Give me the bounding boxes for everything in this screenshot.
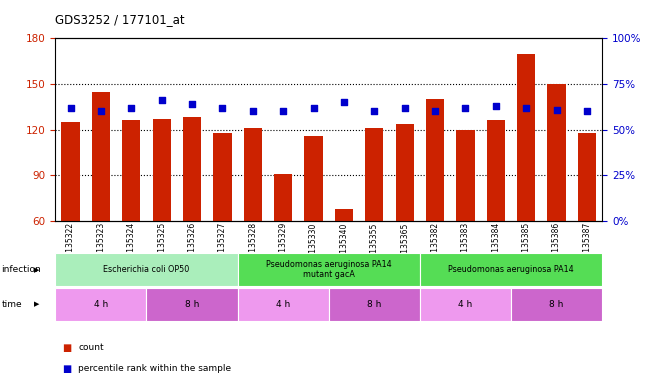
Point bbox=[309, 104, 319, 111]
Text: 8 h: 8 h bbox=[185, 300, 199, 309]
Text: 8 h: 8 h bbox=[549, 300, 564, 309]
Text: ■: ■ bbox=[62, 343, 71, 353]
Point bbox=[96, 108, 106, 114]
Text: infection: infection bbox=[1, 265, 41, 274]
Text: GDS3252 / 177101_at: GDS3252 / 177101_at bbox=[55, 13, 185, 26]
Bar bbox=[238, 288, 329, 321]
Bar bbox=[420, 288, 511, 321]
Bar bbox=[92, 92, 110, 221]
Point bbox=[400, 104, 410, 111]
Text: ■: ■ bbox=[62, 364, 71, 374]
Bar bbox=[487, 121, 505, 221]
Point bbox=[339, 99, 349, 105]
Bar bbox=[456, 130, 475, 221]
Bar bbox=[335, 209, 353, 221]
Text: percentile rank within the sample: percentile rank within the sample bbox=[78, 364, 231, 373]
Bar bbox=[274, 174, 292, 221]
Bar bbox=[146, 288, 238, 321]
Text: 4 h: 4 h bbox=[276, 300, 290, 309]
Bar bbox=[238, 253, 420, 286]
Bar bbox=[365, 128, 383, 221]
Point bbox=[65, 104, 76, 111]
Text: ▶: ▶ bbox=[34, 301, 39, 307]
Point bbox=[247, 108, 258, 114]
Point bbox=[521, 104, 531, 111]
Text: Pseudomonas aeruginosa PA14
mutant gacA: Pseudomonas aeruginosa PA14 mutant gacA bbox=[266, 260, 391, 280]
Text: 8 h: 8 h bbox=[367, 300, 381, 309]
Text: ▶: ▶ bbox=[34, 267, 39, 273]
Bar bbox=[396, 124, 414, 221]
Point bbox=[491, 103, 501, 109]
Point bbox=[278, 108, 288, 114]
Bar bbox=[517, 54, 535, 221]
Point bbox=[369, 108, 380, 114]
Bar bbox=[578, 132, 596, 221]
Bar bbox=[61, 122, 79, 221]
Text: 4 h: 4 h bbox=[94, 300, 108, 309]
Bar bbox=[426, 99, 444, 221]
Text: time: time bbox=[1, 300, 22, 309]
Text: 4 h: 4 h bbox=[458, 300, 473, 309]
Point bbox=[430, 108, 440, 114]
Text: Pseudomonas aeruginosa PA14: Pseudomonas aeruginosa PA14 bbox=[449, 265, 574, 274]
Bar bbox=[511, 288, 602, 321]
Bar bbox=[122, 121, 141, 221]
Point bbox=[126, 104, 137, 111]
Bar bbox=[305, 136, 323, 221]
Text: Escherichia coli OP50: Escherichia coli OP50 bbox=[104, 265, 189, 274]
Point bbox=[156, 98, 167, 104]
Bar bbox=[420, 253, 602, 286]
Bar bbox=[183, 118, 201, 221]
Point bbox=[551, 106, 562, 113]
Bar bbox=[152, 119, 171, 221]
Bar bbox=[329, 288, 420, 321]
Point bbox=[187, 101, 197, 107]
Bar bbox=[214, 132, 232, 221]
Point bbox=[460, 104, 471, 111]
Bar bbox=[547, 84, 566, 221]
Point bbox=[582, 108, 592, 114]
Bar bbox=[243, 128, 262, 221]
Bar bbox=[55, 288, 146, 321]
Text: count: count bbox=[78, 343, 104, 352]
Bar bbox=[55, 253, 238, 286]
Point bbox=[217, 104, 228, 111]
